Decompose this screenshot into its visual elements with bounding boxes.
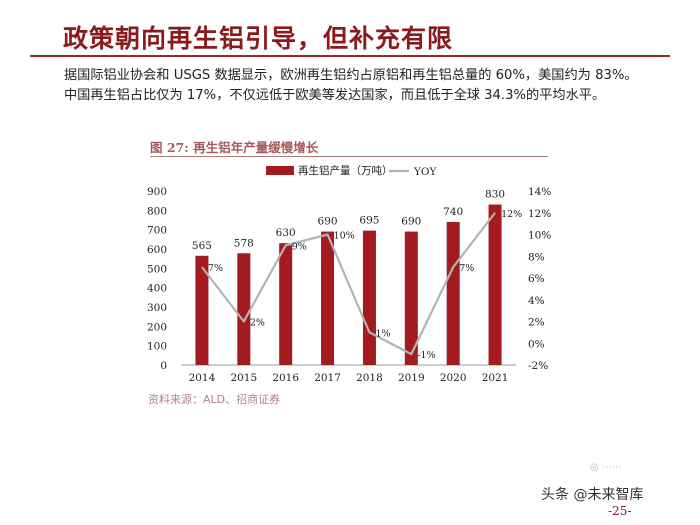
bar-value-label: 740 [443, 206, 463, 218]
y-right-tick-label: 6% [528, 273, 545, 285]
title-divider [30, 55, 670, 57]
yoy-value-label: 7% [459, 263, 474, 274]
y-right-tick-label: 10% [528, 230, 551, 242]
x-tick-label: 2016 [272, 372, 299, 384]
bar-value-label: 690 [401, 216, 421, 228]
x-tick-label: 2017 [314, 372, 341, 384]
yoy-value-label: 12% [501, 209, 522, 220]
figure-caption: 图 27: 再生铝年产量缓慢增长 [150, 140, 319, 155]
bar [237, 253, 251, 365]
y-right-tick-label: 14% [528, 186, 551, 198]
y-right-tick-label: 2% [528, 317, 545, 329]
y-left-tick-label: 800 [147, 205, 167, 217]
bar [446, 221, 460, 365]
y-left-tick-label: 600 [147, 244, 167, 256]
y-left-tick-label: 900 [147, 186, 167, 198]
legend-swatch-bar [266, 166, 294, 175]
x-tick-label: 2018 [356, 372, 383, 384]
page-title: 政策朝向再生铝引导，但补充有限 [63, 24, 454, 53]
y-left-tick-label: 0 [160, 360, 167, 372]
y-right-tick-label: 8% [528, 251, 545, 263]
watermark-logo-icon: ◎ ⋯⋯ [590, 462, 622, 473]
x-tick-label: 2021 [482, 372, 509, 384]
source-note: 资料来源：ALD、招商证券 [148, 393, 281, 406]
x-tick-label: 2015 [230, 372, 257, 384]
y-left-tick-label: 300 [147, 302, 167, 314]
yoy-value-label: 1% [375, 328, 390, 339]
yoy-value-label: 9% [292, 241, 307, 252]
bar [362, 230, 376, 365]
x-tick-label: 2019 [398, 372, 425, 384]
bar-value-label: 690 [318, 216, 338, 228]
intro-paragraph: 据国际铝业协会和 USGS 数据显示，欧洲再生铝约占原铝和再生铝总量的 60%，… [64, 68, 638, 103]
legend-label-line: YOY [413, 166, 438, 178]
yoy-line [201, 212, 496, 356]
y-right-tick-label: -2% [528, 360, 548, 372]
bar [321, 231, 335, 365]
bar [195, 255, 209, 365]
y-left-tick-label: 100 [147, 341, 167, 353]
bar-value-label: 565 [192, 240, 212, 252]
y-right-tick-label: 0% [528, 338, 545, 350]
bar-value-label: 830 [485, 189, 505, 201]
yoy-value-label: 7% [208, 263, 223, 274]
y-left-tick-label: 200 [147, 321, 167, 333]
y-left-tick-label: 700 [147, 225, 167, 237]
bar [279, 243, 293, 365]
yoy-value-label: 2% [250, 318, 265, 329]
bar-value-label: 578 [234, 237, 254, 249]
y-right-tick-label: 4% [528, 295, 545, 307]
y-right-tick-label: 12% [528, 208, 551, 220]
bar-value-label: 695 [359, 215, 379, 227]
bar [404, 231, 418, 365]
y-left-tick-label: 500 [147, 263, 167, 275]
bar-value-label: 630 [276, 227, 296, 239]
y-left-tick-label: 400 [147, 283, 167, 295]
legend-label-bar: 再生铝产量（万吨） [298, 164, 393, 177]
yoy-value-label: 10% [334, 231, 355, 242]
bar [488, 204, 502, 365]
yoy-value-label: -1% [417, 350, 435, 361]
watermark-text: 头条 @未来智库 [541, 487, 644, 503]
figure-caption-divider [150, 156, 548, 157]
x-tick-label: 2014 [189, 372, 216, 384]
x-tick-label: 2020 [440, 372, 467, 384]
page-number: -25- [608, 504, 632, 518]
